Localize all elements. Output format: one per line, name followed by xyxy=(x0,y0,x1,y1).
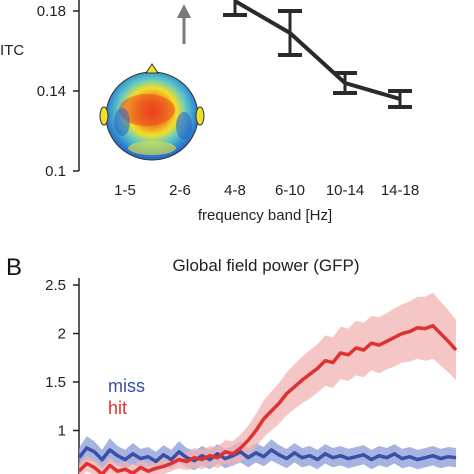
hit-series-line xyxy=(77,323,458,474)
itc-y-tick-label: 0.18 xyxy=(37,3,66,20)
itc-x-tick-label: 10-14 xyxy=(326,182,364,199)
hit-confidence-band xyxy=(79,292,456,474)
gfp-title: Global field power (GFP) xyxy=(172,256,359,275)
miss-series-line xyxy=(77,446,457,464)
itc-panel: 0.10.140.18 ITC 1-5 2-6 4-8 6-10 10-14 14-18 … xyxy=(0,0,419,224)
itc-series xyxy=(223,0,412,109)
legend-hit: hit xyxy=(108,398,127,418)
itc-y-tick-label: 0.14 xyxy=(37,83,66,100)
itc-series-line xyxy=(233,0,401,101)
itc-y-ticks: 0.1 0.14 0.18 xyxy=(37,3,79,180)
itc-x-axis-label: frequency band [Hz] xyxy=(198,207,332,224)
panel-letter-b: B xyxy=(6,254,22,281)
gfp-series-lines xyxy=(77,323,458,474)
itc-x-tick-labels: 1-5 2-6 4-8 6-10 10-14 14-18 xyxy=(114,182,419,199)
itc-x-tick-label: 6-10 xyxy=(275,182,305,199)
gfp-y-tick-label: 2.5 xyxy=(45,277,66,294)
gfp-y-tick-label: 1.5 xyxy=(45,374,66,391)
gfp-y-tick-label: 1 xyxy=(58,423,66,440)
gfp-y-tick-label: 2 xyxy=(58,326,66,343)
itc-x-tick-label: 4-8 xyxy=(224,182,246,199)
itc-x-tick-label: 14-18 xyxy=(381,182,419,199)
itc-y-tick-label: 0.1 xyxy=(45,163,66,180)
gfp-panel: B Global field power (GFP) 1 1.5 2 2.5 miss… xyxy=(6,254,458,474)
gfp-y-ticks: 1 1.5 2 2.5 xyxy=(45,277,79,440)
itc-x-tick-label: 1-5 xyxy=(114,182,136,199)
itc-x-tick-label: 2-6 xyxy=(169,182,191,199)
scalp-topography-icon xyxy=(99,63,205,161)
legend-miss: miss xyxy=(108,376,145,396)
itc-y-axis-label: ITC xyxy=(0,42,24,59)
up-arrow-icon xyxy=(177,4,191,44)
